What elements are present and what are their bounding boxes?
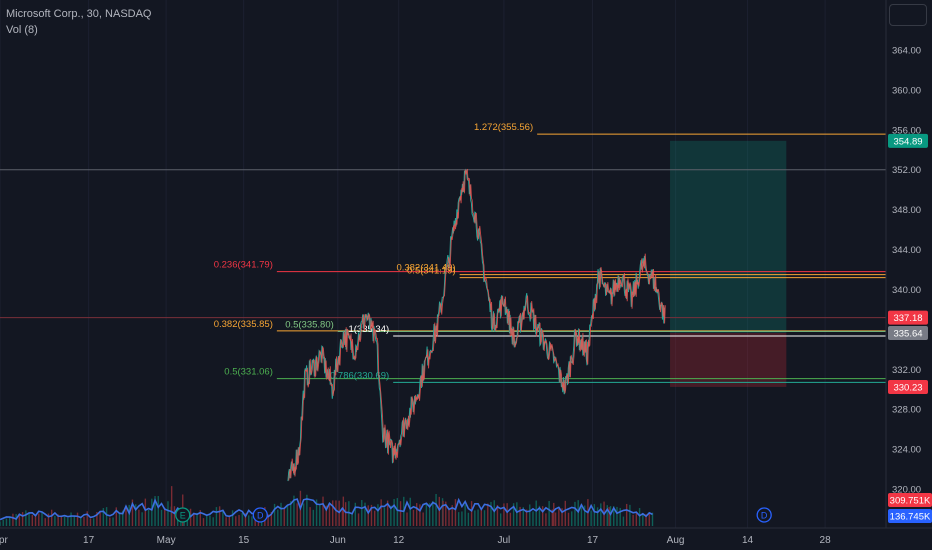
event-marker-letter: D xyxy=(761,511,768,521)
price-scale-labels: 354.89 337.18 335.64 330.23 309.751K 136.745K xyxy=(888,133,932,523)
time-tick-label: May xyxy=(157,535,176,546)
price-scale-badge-text: 335.64 xyxy=(893,328,922,339)
fib-level-label: 0.236(341.79) xyxy=(214,260,273,271)
time-tick-label: 17 xyxy=(83,535,95,546)
price-tick-label: 332.00 xyxy=(892,365,921,376)
price-tick-label: 320.00 xyxy=(892,485,921,496)
price-tick-label: 324.00 xyxy=(892,445,921,456)
position-stop-zone[interactable] xyxy=(670,332,787,387)
price-tick-label: 340.00 xyxy=(892,285,921,296)
time-tick-label: 14 xyxy=(742,535,754,546)
long-position-tool[interactable] xyxy=(670,140,787,387)
grid xyxy=(0,0,826,528)
earnings-marker[interactable] xyxy=(175,507,191,523)
price-scale-badge xyxy=(888,379,928,394)
price-scale-badge xyxy=(888,310,928,325)
price-scale-badge-text: 354.89 xyxy=(893,136,922,147)
fib-level-label: 1(335.34) xyxy=(348,324,389,335)
volume-pane xyxy=(0,486,654,526)
price-series xyxy=(287,168,666,482)
volume-average-line xyxy=(0,497,653,521)
horizontal-lines[interactable] xyxy=(0,169,886,319)
fib-level-label: 0.5(341.19) xyxy=(407,266,456,277)
fib-level-label: 0.5(335.80) xyxy=(285,319,334,330)
event-marker-letter: D xyxy=(257,511,264,521)
price-axis-background xyxy=(886,0,932,550)
price-tick-label: 328.00 xyxy=(892,405,921,416)
time-tick-label: Jul xyxy=(498,535,511,546)
price-scale-badge xyxy=(888,133,928,148)
time-tick-label: 17 xyxy=(587,535,599,546)
volume-indicator-title[interactable]: Vol (8) xyxy=(6,24,38,36)
price-line-up xyxy=(287,168,665,482)
chart-legend: Microsoft Corp., 30, NASDAQ Vol (8) xyxy=(6,6,152,38)
volume-scale-badge-text: 136.745K xyxy=(890,512,931,523)
volume-scale-badge xyxy=(888,493,932,507)
price-scale-badge xyxy=(888,325,928,340)
time-tick-label: Aug xyxy=(667,535,685,546)
chart-settings-button[interactable] xyxy=(889,4,927,26)
time-tick-label: 12 xyxy=(393,535,405,546)
event-marker-letter: E xyxy=(180,511,186,521)
price-tick-label: 348.00 xyxy=(892,205,921,216)
price-tick-label: 360.00 xyxy=(892,85,921,96)
price-scale-badge-text: 337.18 xyxy=(893,313,922,324)
volume-scale-badge xyxy=(888,509,932,523)
price-tick-label: 356.00 xyxy=(892,125,921,136)
price-tick-label: 364.00 xyxy=(892,45,921,56)
fib-level-label: 1.272(355.56) xyxy=(474,122,533,133)
dividend-marker[interactable] xyxy=(252,507,268,523)
fib-level-label: 0.786(330.69) xyxy=(330,370,389,381)
price-tick-label: 352.00 xyxy=(892,165,921,176)
time-tick-label: 28 xyxy=(820,535,832,546)
price-scale-badge-text: 330.23 xyxy=(893,382,922,393)
fibonacci-levels[interactable]: 1.272(355.56) 0.236(341.79) 0.382(335.85) 0… xyxy=(214,122,886,383)
dividend-marker[interactable] xyxy=(756,507,772,523)
volume-scale-badge-text: 309.751K xyxy=(890,496,931,507)
fib-level-label: 0.382(341.49) xyxy=(396,263,455,274)
fib-level-label: 0.382(335.85) xyxy=(214,319,273,330)
price-tick-label: 344.00 xyxy=(892,245,921,256)
fib-level-label: 0.5(331.06) xyxy=(224,367,273,378)
symbol-title[interactable]: Microsoft Corp., 30, NASDAQ xyxy=(6,8,152,20)
price-line-down xyxy=(288,168,666,481)
time-tick-label: Apr xyxy=(0,535,8,546)
position-target-zone[interactable] xyxy=(670,140,787,333)
time-tick-label: Jun xyxy=(330,535,346,546)
time-tick-label: 15 xyxy=(238,535,250,546)
